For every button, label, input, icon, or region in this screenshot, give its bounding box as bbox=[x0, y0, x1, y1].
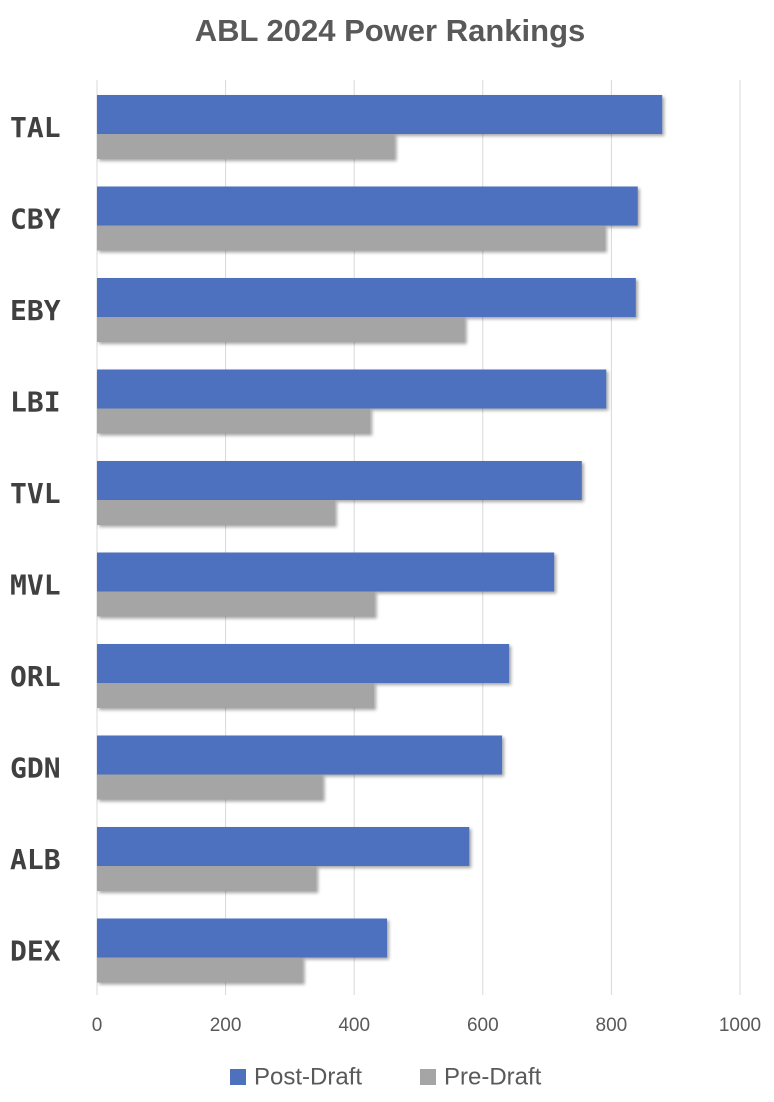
bar bbox=[97, 317, 465, 342]
x-tick-label: 200 bbox=[210, 1015, 242, 1036]
bar bbox=[97, 774, 323, 800]
chart-title: ABL 2024 Power Rankings bbox=[195, 13, 586, 48]
bar bbox=[97, 369, 607, 409]
bar bbox=[97, 644, 510, 683]
x-tick-label: 0 bbox=[92, 1015, 103, 1036]
y-tick-label: ORL bbox=[10, 660, 61, 693]
bar bbox=[97, 591, 375, 617]
y-tick-label: TVL bbox=[10, 477, 61, 510]
x-tick-label: 600 bbox=[467, 1015, 499, 1036]
y-tick-label: GDN bbox=[10, 752, 61, 785]
x-tick-label: 1000 bbox=[719, 1015, 761, 1036]
bar bbox=[97, 735, 503, 775]
y-tick-label: ALB bbox=[10, 843, 61, 876]
y-tick-label: LBI bbox=[10, 386, 61, 419]
bar bbox=[97, 552, 555, 592]
bar bbox=[97, 408, 371, 434]
legend-label: Post-Draft bbox=[254, 1063, 362, 1090]
x-tick-label: 400 bbox=[338, 1015, 370, 1036]
y-tick-label: MVL bbox=[10, 569, 61, 602]
bar bbox=[97, 957, 303, 983]
bar bbox=[97, 134, 395, 159]
bar bbox=[97, 866, 317, 891]
bar bbox=[97, 225, 605, 251]
bar bbox=[97, 95, 663, 134]
y-tick-label: TAL bbox=[10, 111, 61, 144]
bar bbox=[97, 827, 470, 866]
x-tick-label: 800 bbox=[596, 1015, 628, 1036]
bar bbox=[97, 461, 582, 500]
bar bbox=[97, 186, 638, 226]
legend-swatch bbox=[230, 1069, 246, 1085]
y-tick-label: CBY bbox=[10, 203, 61, 236]
bar bbox=[97, 500, 335, 525]
legend-swatch bbox=[420, 1069, 436, 1085]
bar bbox=[97, 683, 375, 708]
bar bbox=[97, 278, 636, 317]
legend-label: Pre-Draft bbox=[444, 1063, 542, 1090]
bar bbox=[97, 918, 387, 958]
y-tick-label: DEX bbox=[10, 935, 61, 968]
y-tick-label: EBY bbox=[10, 294, 61, 327]
